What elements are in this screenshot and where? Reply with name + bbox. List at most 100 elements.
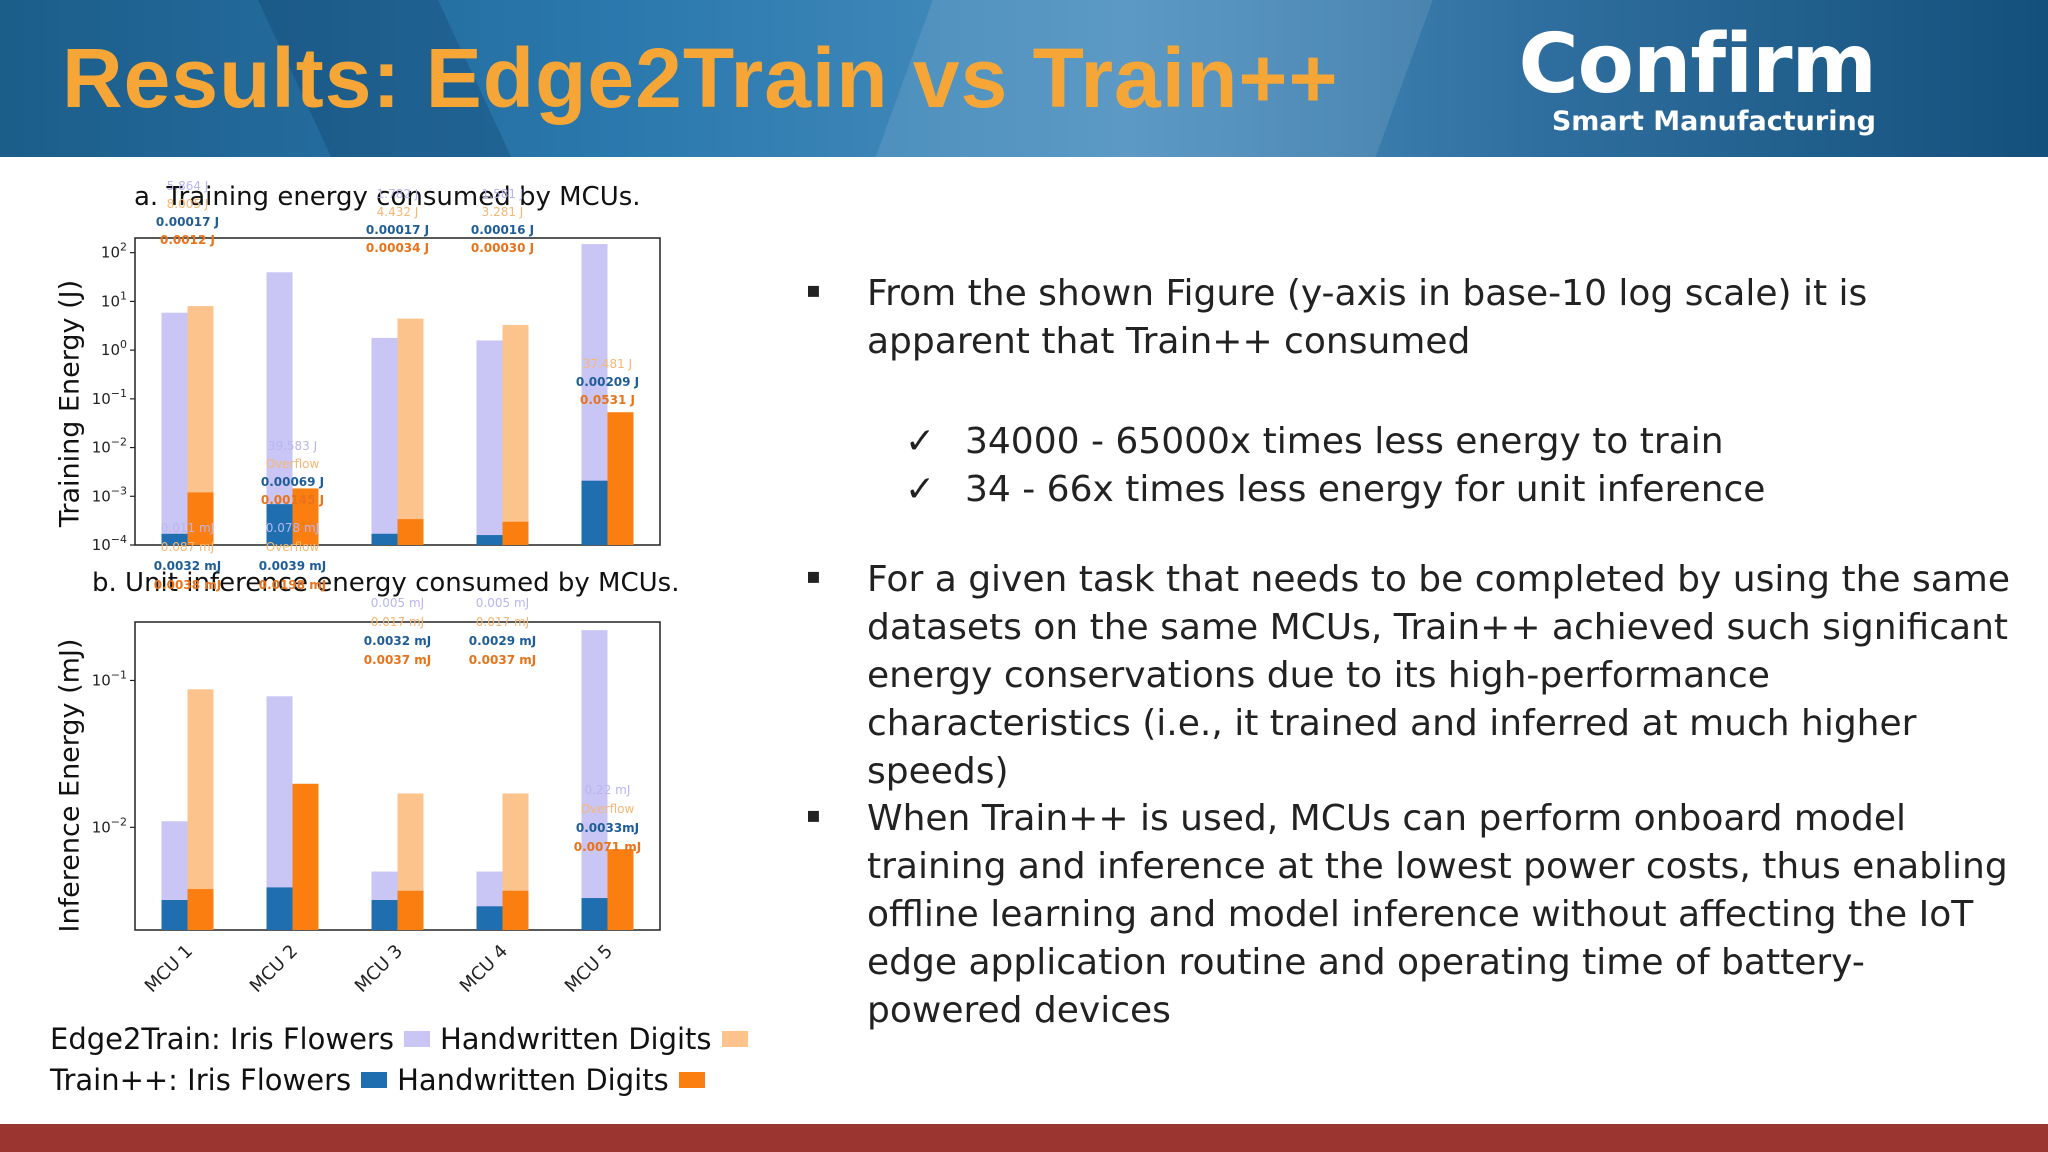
training-energy-chart: 5.864 J 8.005 J 0.00017 J 0.0012 J 39.583 J O… — [92, 179, 661, 554]
data-label: 5.864 J — [167, 179, 209, 193]
data-label: Overflow — [266, 540, 320, 554]
bar-train-handwritten-digits — [502, 890, 529, 930]
bar-edge2train-iris-flowers — [161, 312, 188, 545]
data-label: 0.011 mJ — [161, 521, 214, 535]
data-label: 0.005 mJ — [476, 596, 529, 610]
data-label: 0.0071 mJ — [574, 840, 641, 854]
y-tick-label: 10−1 — [92, 387, 127, 408]
data-label: 0.0039 mJ — [259, 559, 326, 573]
legend-trainpp: Train++: Iris Flowers Handwritten Digits — [50, 1063, 715, 1097]
bar-train-iris-flowers — [371, 533, 398, 545]
data-label: 0.0012 J — [160, 233, 215, 247]
x-tick-label: MCU 5 — [561, 941, 617, 997]
x-tick-label: MCU 3 — [351, 941, 407, 997]
y-tick-label: 101 — [101, 289, 127, 310]
data-label: Overflow — [266, 457, 320, 471]
y-tick-label: 100 — [101, 338, 127, 359]
data-label: 3.281 J — [482, 205, 524, 219]
bar-train-handwritten-digits — [607, 849, 634, 930]
data-label: 0.0531 J — [580, 393, 635, 407]
bullet-text: For a given task that needs to be comple… — [867, 559, 2011, 792]
bar-edge2train-iris-flowers — [476, 340, 503, 545]
y-tick-label: 10−1 — [92, 668, 127, 689]
bar-train-handwritten-digits — [397, 519, 424, 545]
bar-train-handwritten-digits — [187, 492, 214, 545]
bar-train-iris-flowers — [266, 887, 293, 930]
data-label: 0.00017 J — [156, 215, 219, 229]
slide-header: Results: Edge2Train vs Train++ Confirm S… — [0, 0, 2048, 157]
legend-edge2train-digits: Handwritten Digits — [439, 1022, 712, 1056]
x-tick-label: MCU 4 — [456, 941, 512, 997]
bullet-text: When Train++ is used, MCUs can perform o… — [867, 798, 2008, 1031]
data-label: 0.00209 J — [576, 375, 639, 389]
legend-edge2train-label: Edge2Train: — [50, 1022, 221, 1056]
data-label: 4.432 J — [377, 205, 419, 219]
bar-train-handwritten-digits — [502, 521, 529, 545]
data-label: 0.0032 mJ — [364, 634, 431, 648]
bar-train-iris-flowers — [476, 535, 503, 545]
data-label: 0.0037 mJ — [469, 653, 536, 667]
confirm-logo-tagline: Smart Manufacturing — [1551, 106, 1876, 137]
data-label: 0.0029 mJ — [469, 634, 536, 648]
bar-train-iris-flowers — [266, 504, 293, 545]
data-label: 0.0033mJ — [576, 821, 639, 835]
data-label: 0.0038 mJ — [154, 578, 221, 592]
legend-swatch-e2t-digits — [721, 1031, 748, 1047]
data-label: 0.00069 J — [261, 475, 324, 489]
x-tick-label: MCU 2 — [246, 941, 302, 997]
y-tick-label: 10−2 — [92, 436, 127, 457]
data-label: 37.481 J — [583, 357, 632, 371]
bar-edge2train-handwritten-digits — [397, 318, 424, 545]
check-item: ✓ 34000 - 65000x times less energy to tr… — [905, 418, 1724, 466]
bullet-text: From the shown Figure (y-axis in base-10… — [867, 273, 1868, 362]
data-label: 0.00034 J — [366, 241, 429, 255]
y-tick-label: 10−3 — [92, 484, 127, 505]
data-label: 1.581 J — [482, 187, 524, 201]
check-text: 34000 - 65000x times less energy to trai… — [965, 421, 1724, 462]
data-label: Overflow — [581, 802, 635, 816]
check-text: 34 - 66x times less energy for unit infe… — [965, 469, 1766, 510]
bar-train-iris-flowers — [476, 906, 503, 930]
bar-train-handwritten-digits — [187, 889, 214, 930]
legend-trainpp-iris: Iris Flowers — [187, 1063, 352, 1097]
confirm-logo: Confirm — [1518, 17, 1877, 112]
bar-train-iris-flowers — [161, 900, 188, 930]
bar-train-handwritten-digits — [292, 488, 319, 545]
legend-swatch-tpp-digits — [678, 1072, 705, 1088]
bullet-marker-icon: ▪ — [806, 564, 821, 589]
bullet-marker-icon: ▪ — [806, 278, 821, 303]
y-tick-label: 102 — [101, 241, 127, 262]
bar-train-iris-flowers — [581, 480, 608, 545]
data-label: 0.00016 J — [471, 223, 534, 237]
y-tick-label: 10−4 — [92, 533, 127, 554]
data-label: 0.0198 mJ — [259, 578, 326, 592]
data-label: 0.017 mJ — [476, 615, 529, 629]
data-label: 0.087 mJ — [161, 540, 214, 554]
data-label: 0.0032 mJ — [154, 559, 221, 573]
data-label: 0.22 mJ — [585, 783, 631, 797]
bullet-item: ▪ For a given task that needs to be comp… — [800, 556, 2017, 796]
data-label: 1.782 J — [377, 187, 419, 201]
bar-train-iris-flowers — [581, 898, 608, 930]
bar-edge2train-iris-flowers — [371, 337, 398, 545]
bar-train-handwritten-digits — [292, 783, 319, 930]
data-label: 0.00030 J — [471, 241, 534, 255]
data-label: 8.005 J — [167, 197, 209, 211]
data-label: 0.00017 J — [366, 223, 429, 237]
bar-train-handwritten-digits — [607, 412, 634, 545]
caption-a: a. Training energy consumed by MCUs. — [134, 182, 641, 212]
bar-edge2train-iris-flowers — [581, 630, 608, 930]
bar-edge2train-handwritten-digits — [502, 324, 529, 545]
data-label: 0.005 mJ — [371, 596, 424, 610]
inference-energy-chart: 0.011 mJ 0.087 mJ 0.0032 mJ 0.0038 mJ 0.078 … — [92, 521, 661, 997]
x-tick-label: MCU 1 — [141, 941, 197, 997]
data-label: 0.00145 J — [261, 493, 324, 507]
legend-edge2train: Edge2Train: Iris Flowers Handwritten Dig… — [50, 1022, 758, 1056]
results-figure: a. Training energy consumed by MCUs. b. … — [40, 160, 748, 1125]
slide-title: Results: Edge2Train vs Train++ — [62, 31, 1339, 125]
data-label: 39.583 J — [268, 439, 317, 453]
bar-train-handwritten-digits — [397, 890, 424, 930]
bullet-item: ▪ From the shown Figure (y-axis in base-… — [800, 270, 2017, 366]
y-tick-label: 10−2 — [92, 815, 127, 836]
legend-swatch-tpp-iris — [361, 1072, 388, 1088]
